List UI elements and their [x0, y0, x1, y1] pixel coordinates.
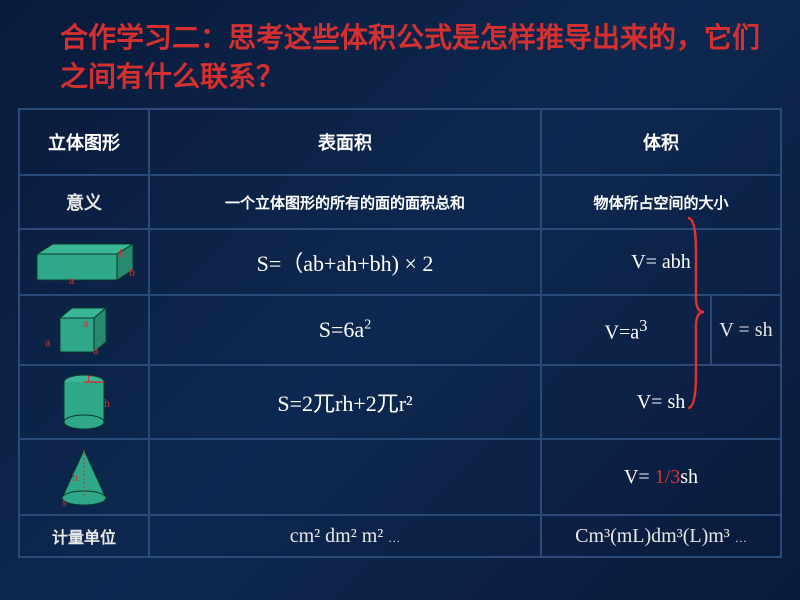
unit-ell1: …	[388, 531, 400, 545]
cone-vol-post: sh	[680, 466, 698, 488]
cube-surface-sup: 2	[364, 318, 371, 333]
header-volume: 体积	[541, 109, 781, 175]
cube-surface-pre: S=6a	[319, 317, 364, 342]
cube-vol-pre: V=a	[605, 322, 640, 344]
cuboid-a: a	[69, 273, 74, 288]
cube-a2: a	[93, 343, 98, 358]
cube-shape-cell: a a a	[19, 295, 149, 365]
cuboid-h: h	[119, 246, 125, 261]
cuboid-surface: S=（ab+ah+bh) × 2	[149, 229, 541, 295]
cylinder-icon	[57, 372, 111, 432]
cone-s: s	[62, 495, 67, 510]
cone-volume: V= 1/3sh	[541, 439, 781, 515]
cube-vol-sup: 3	[639, 316, 647, 335]
meaning-surface: 一个立体图形的所有的面的面积总和	[149, 175, 541, 229]
cone-h: h	[72, 470, 78, 485]
cone-vol-frac: 1/3	[655, 466, 681, 488]
cuboid-volume: V= abh	[541, 229, 781, 295]
unit-label: 计量单位	[19, 515, 149, 557]
cylinder-surface: S=2兀rh+2兀r²	[149, 365, 541, 439]
slide-title: 合作学习二：思考这些体积公式是怎样推导出来的，它们之间有什么联系？	[0, 0, 800, 108]
formula-table-wrap: 立体图形 表面积 体积 意义 一个立体图形的所有的面的面积总和 物体所占空间的大…	[18, 108, 782, 558]
cube-volume: V=a3	[541, 295, 711, 365]
cube-a1: a	[45, 335, 50, 350]
unit-ell2: …	[735, 531, 747, 545]
cube-surface: S=6a2	[149, 295, 541, 365]
header-shape: 立体图形	[19, 109, 149, 175]
meaning-volume: 物体所占空间的大小	[541, 175, 781, 229]
vsh-cell: V = sh	[711, 295, 781, 365]
formula-table: 立体图形 表面积 体积 意义 一个立体图形的所有的面的面积总和 物体所占空间的大…	[18, 108, 782, 558]
cone-shape-cell: h s	[19, 439, 149, 515]
cuboid-b: b	[129, 265, 135, 280]
unit-volume-text: Cm³(mL)dm³(L)m³	[575, 525, 730, 547]
meaning-label: 意义	[19, 175, 149, 229]
unit-surface: cm² dm² m² …	[149, 515, 541, 557]
cone-surface	[149, 439, 541, 515]
header-surface: 表面积	[149, 109, 541, 175]
cuboid-shape-cell: a b h	[19, 229, 149, 295]
cube-a3: a	[83, 316, 88, 331]
cylinder-h: h	[104, 396, 110, 411]
cone-vol-pre: V=	[624, 466, 655, 488]
cylinder-volume: V= sh	[541, 365, 781, 439]
unit-surface-text: cm² dm² m²	[290, 525, 384, 547]
cylinder-r: r	[87, 370, 91, 385]
cylinder-shape-cell: r h	[19, 365, 149, 439]
unit-volume: Cm³(mL)dm³(L)m³ …	[541, 515, 781, 557]
